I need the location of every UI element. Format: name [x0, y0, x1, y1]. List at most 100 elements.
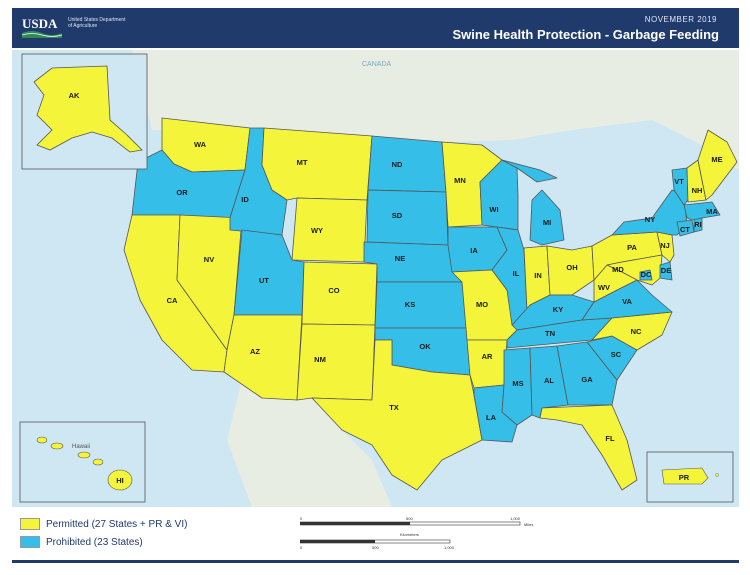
label-ar: AR	[482, 352, 493, 361]
label-wi: WI	[489, 205, 498, 214]
scale-km-1000: 1,000	[444, 545, 455, 550]
virgin-islands-marker	[715, 473, 719, 477]
usda-logo-text: USDA	[22, 16, 58, 31]
legend-permitted: Permitted (27 States + PR & VI)	[20, 518, 187, 530]
label-tn: TN	[545, 329, 555, 338]
mexico-land	[227, 380, 392, 507]
label-nc: NC	[631, 327, 642, 336]
state-wy	[291, 197, 368, 263]
label-ut: UT	[259, 276, 269, 285]
label-ny: NY	[645, 215, 655, 224]
legend-permitted-label: Permitted (27 States + PR & VI)	[46, 518, 188, 530]
label-ma: MA	[706, 207, 718, 216]
label-de: DE	[661, 266, 671, 275]
label-pr: PR	[679, 473, 690, 482]
header-banner: USDA United States Department of Agricul…	[12, 8, 739, 48]
state-labels: WA OR CA NV ID MT WY UT AZ CO NM ND SD N…	[69, 91, 723, 485]
state-dc	[639, 269, 653, 281]
map-title: Swine Health Protection - Garbage Feedin…	[452, 27, 719, 42]
usda-logo: USDA	[20, 14, 64, 42]
bottom-rule	[12, 560, 739, 563]
label-il: IL	[513, 269, 520, 278]
label-ri: RI	[694, 220, 702, 229]
scale-km-0: 0	[300, 545, 303, 550]
scale-bar: 0 500 1,000 Miles Kilometers 0 500 1,000	[300, 516, 533, 550]
legend-prohibited-swatch	[20, 536, 40, 548]
label-ne: NE	[395, 254, 405, 263]
hawaii-inset: Hawaii	[19, 421, 146, 503]
label-sd: SD	[392, 211, 403, 220]
map-legend: Permitted (27 States + PR & VI) Prohibit…	[12, 508, 739, 563]
state-mi	[529, 189, 565, 246]
state-de	[659, 261, 673, 281]
label-tx: TX	[389, 403, 399, 412]
label-pa: PA	[627, 243, 637, 252]
us-state-map: CANADA	[12, 50, 739, 507]
label-mi: MI	[543, 218, 551, 227]
scale-miles-0: 0	[300, 516, 303, 521]
map-date: NOVEMBER 2019	[644, 15, 717, 24]
label-mt: MT	[297, 158, 308, 167]
legend-prohibited: Prohibited (23 States)	[20, 536, 143, 548]
label-sc: SC	[611, 350, 622, 359]
state-ma	[683, 201, 721, 221]
state-me	[697, 129, 738, 201]
lake-huron	[557, 193, 587, 220]
label-dc: DC	[641, 270, 652, 279]
label-ak: AK	[69, 91, 80, 100]
state-nd	[367, 135, 447, 193]
label-md: MD	[612, 265, 624, 274]
label-oh: OH	[566, 263, 577, 272]
label-me: ME	[711, 155, 722, 164]
label-nd: ND	[392, 160, 403, 169]
map-frame: USDA United States Department of Agricul…	[12, 8, 739, 563]
scale-miles-1000: 1,000	[510, 516, 521, 521]
label-wv: WV	[598, 283, 610, 292]
label-al: AL	[544, 376, 554, 385]
label-va: VA	[622, 297, 632, 306]
label-ms: MS	[512, 379, 523, 388]
alaska-inset	[21, 53, 148, 170]
label-ct: CT	[680, 225, 690, 234]
scale-km-label: Kilometers	[400, 532, 419, 537]
puerto-rico-inset	[646, 451, 734, 503]
label-ga: GA	[581, 375, 593, 384]
label-vt: VT	[674, 177, 684, 186]
state-mi-upper	[501, 159, 558, 183]
hawaii-label: Hawaii	[72, 444, 90, 450]
label-hi: HI	[116, 476, 124, 485]
label-nm: NM	[314, 355, 326, 364]
label-id: ID	[241, 195, 249, 204]
label-ia: IA	[470, 246, 478, 255]
state-tx	[311, 339, 483, 491]
label-wa: WA	[194, 140, 207, 149]
state-pr	[661, 467, 709, 485]
label-or: OR	[176, 188, 188, 197]
states-layer	[123, 117, 738, 491]
label-az: AZ	[250, 347, 260, 356]
state-fl	[539, 404, 638, 491]
canada-label: CANADA	[362, 61, 392, 68]
label-co: CO	[328, 286, 339, 295]
label-ky: KY	[553, 305, 563, 314]
state-vt	[671, 167, 689, 206]
label-nv: NV	[204, 255, 214, 264]
state-mt	[261, 127, 373, 201]
label-ks: KS	[405, 300, 415, 309]
lake-michigan	[518, 188, 532, 244]
state-sd	[366, 189, 449, 246]
scale-miles-label: Miles	[524, 522, 533, 527]
state-ks	[374, 281, 468, 329]
state-nm	[296, 323, 376, 401]
label-la: LA	[486, 413, 497, 422]
state-ak	[33, 65, 143, 153]
label-mn: MN	[454, 176, 466, 185]
state-ar	[466, 339, 508, 389]
legend-prohibited-label: Prohibited (23 States)	[46, 536, 143, 548]
label-in: IN	[534, 271, 542, 280]
scale-miles-500: 500	[406, 516, 413, 521]
label-ok: OK	[419, 342, 431, 351]
label-mo: MO	[476, 300, 488, 309]
label-ca: CA	[167, 296, 178, 305]
canada-land	[132, 50, 739, 170]
